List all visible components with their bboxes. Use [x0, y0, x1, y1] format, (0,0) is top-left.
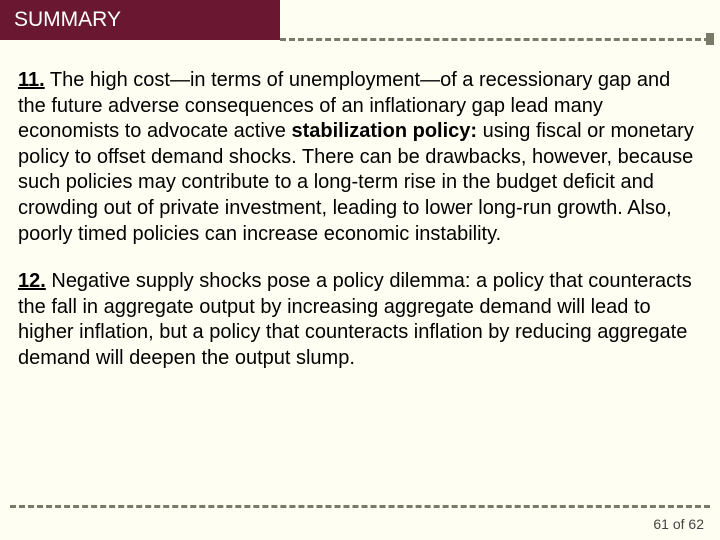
page-label: 61 of 62 — [653, 516, 704, 532]
header-title: SUMMARY — [14, 8, 121, 31]
page-number: 61 of 62 — [653, 516, 704, 532]
paragraph-number: 12. — [18, 270, 46, 292]
paragraph-number: 11. — [18, 69, 45, 91]
content-area: 11. The high cost—in terms of unemployme… — [0, 40, 720, 372]
para-text: Negative supply shocks pose a policy dil… — [18, 270, 692, 369]
paragraph-12: 12. Negative supply shocks pose a policy… — [18, 269, 702, 371]
para-bold-term: stabilization policy: — [291, 120, 477, 142]
top-divider — [280, 38, 710, 41]
paragraph-11: 11. The high cost—in terms of unemployme… — [18, 68, 702, 247]
top-divider-cap — [706, 33, 714, 45]
summary-header: SUMMARY — [0, 0, 280, 40]
bottom-divider — [10, 505, 710, 508]
